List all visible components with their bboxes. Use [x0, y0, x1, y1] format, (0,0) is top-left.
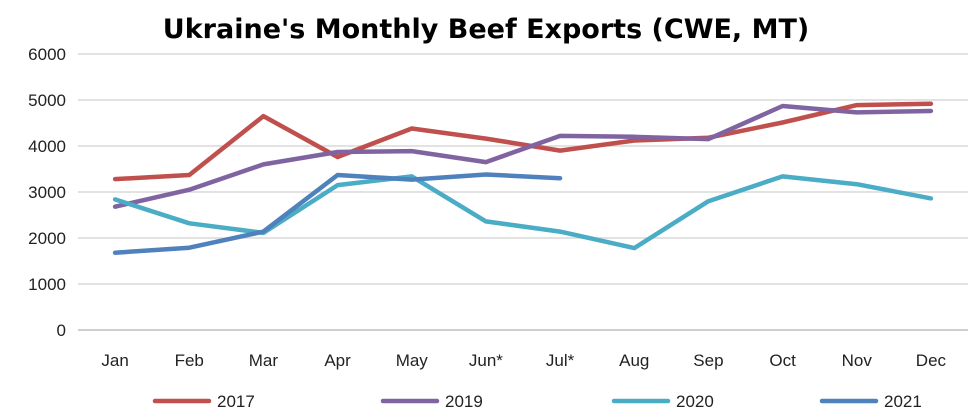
y-tick-label: 4000 — [28, 137, 66, 156]
x-tick-label: Jun* — [469, 351, 503, 370]
y-axis-tick-labels: 0 1000 2000 3000 4000 5000 6000 — [28, 45, 66, 340]
series-lines — [112, 101, 934, 255]
y-tick-label: 1000 — [28, 275, 66, 294]
y-tick-label: 6000 — [28, 45, 66, 64]
y-tick-label: 0 — [57, 321, 66, 340]
x-tick-label: Jan — [101, 351, 128, 370]
x-axis-tick-labels: Jan Feb Mar Apr May Jun* Jul* Aug Sep Oct Nov Dec — [101, 351, 946, 370]
series-line-2020 — [112, 174, 934, 251]
x-tick-label: May — [396, 351, 429, 370]
x-tick-label: Apr — [324, 351, 351, 370]
series-line-2019 — [112, 103, 934, 209]
gridlines — [78, 53, 968, 331]
x-tick-label: Oct — [769, 351, 796, 370]
legend-label: 2021 — [884, 392, 922, 411]
x-tick-label: Nov — [842, 351, 873, 370]
chart-title: Ukraine's Monthly Beef Exports (CWE, MT) — [163, 14, 809, 45]
y-tick-label: 3000 — [28, 183, 66, 202]
legend-label: 2020 — [676, 392, 714, 411]
y-tick-label: 5000 — [28, 91, 66, 110]
legend-label: 2019 — [445, 392, 483, 411]
y-tick-label: 2000 — [28, 229, 66, 248]
series-line-2021 — [112, 172, 563, 255]
x-tick-label: Jul* — [546, 351, 575, 370]
series-line-2017 — [112, 101, 934, 182]
x-tick-label: Dec — [916, 351, 947, 370]
x-tick-label: Feb — [175, 351, 204, 370]
x-tick-label: Sep — [693, 351, 723, 370]
legend: 2017 2019 2020 2021 — [152, 392, 922, 411]
x-tick-label: Mar — [249, 351, 279, 370]
x-tick-label: Aug — [619, 351, 649, 370]
legend-label: 2017 — [217, 392, 255, 411]
